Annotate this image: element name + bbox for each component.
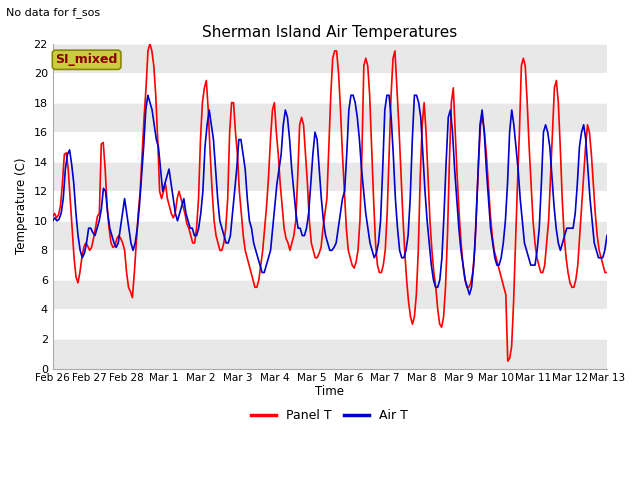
Bar xyxy=(52,221,607,251)
Text: No data for f_sos: No data for f_sos xyxy=(6,7,100,18)
Y-axis label: Temperature (C): Temperature (C) xyxy=(15,158,28,254)
Bar xyxy=(52,162,607,191)
Title: Sherman Island Air Temperatures: Sherman Island Air Temperatures xyxy=(202,24,458,39)
Text: SI_mixed: SI_mixed xyxy=(56,53,118,66)
Bar xyxy=(52,44,607,73)
Bar xyxy=(52,103,607,132)
X-axis label: Time: Time xyxy=(316,385,344,398)
Bar xyxy=(52,280,607,310)
Bar xyxy=(52,339,607,369)
Legend: Panel T, Air T: Panel T, Air T xyxy=(246,404,413,427)
